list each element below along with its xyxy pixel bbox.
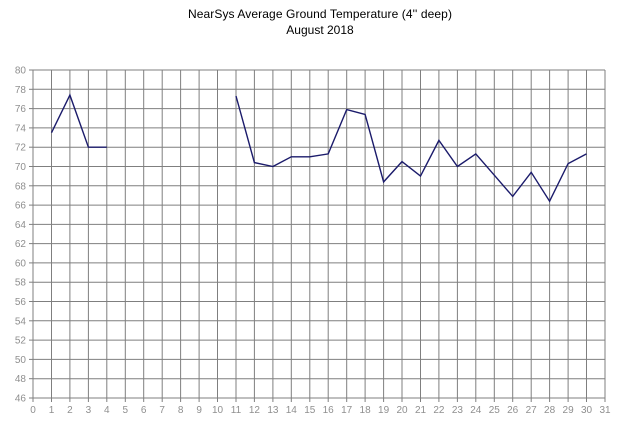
x-tick-label: 25 [489,405,501,416]
y-tick-label: 64 [15,220,27,231]
x-tick-label: 24 [470,405,482,416]
x-tick-label: 21 [415,405,427,416]
x-tick-label: 2 [67,405,73,416]
x-tick-label: 7 [159,405,165,416]
x-tick-label: 27 [526,405,538,416]
x-tick-label: 29 [563,405,575,416]
x-tick-label: 4 [104,405,110,416]
y-tick-label: 54 [15,316,27,327]
x-tick-label: 12 [249,405,261,416]
x-tick-label: 13 [267,405,279,416]
x-tick-label: 8 [178,405,184,416]
x-tick-label: 16 [323,405,335,416]
y-tick-label: 58 [15,278,27,289]
x-tick-label: 19 [378,405,390,416]
x-tick-label: 18 [360,405,372,416]
y-tick-label: 72 [15,143,27,154]
y-tick-label: 70 [15,162,27,173]
y-tick-label: 50 [15,355,27,366]
chart-subtitle: August 2018 [286,23,354,37]
x-tick-label: 3 [86,405,92,416]
y-tick-label: 48 [15,374,27,385]
y-tick-label: 60 [15,258,27,269]
x-tick-label: 5 [123,405,129,416]
x-tick-label: 31 [599,405,611,416]
x-tick-label: 9 [196,405,202,416]
x-tick-label: 11 [231,405,242,416]
y-tick-label: 62 [15,239,27,250]
x-tick-label: 20 [396,405,408,416]
x-tick-label: 14 [286,405,298,416]
y-tick-label: 74 [15,123,27,134]
x-tick-label: 15 [304,405,316,416]
x-tick-label: 6 [141,405,147,416]
y-tick-label: 56 [15,297,27,308]
y-tick-label: 76 [15,104,27,115]
x-tick-label: 10 [212,405,224,416]
x-tick-label: 28 [544,405,556,416]
chart-title: NearSys Average Ground Temperature (4'' … [187,7,453,21]
y-tick-label: 46 [15,394,27,405]
x-tick-label: 0 [30,405,36,416]
x-tick-label: 30 [581,405,593,416]
x-tick-label: 26 [507,405,519,416]
y-tick-label: 52 [15,336,27,347]
temperature-line-series [50,93,587,203]
x-tick-label: 23 [452,405,464,416]
y-tick-label: 66 [15,201,27,212]
x-tick-label: 17 [341,405,353,416]
x-tick-label: 22 [433,405,445,416]
y-tick-label: 68 [15,181,27,192]
y-tick-label: 78 [15,85,27,96]
y-tick-label: 80 [15,66,27,77]
x-tick-label: 1 [49,405,55,416]
